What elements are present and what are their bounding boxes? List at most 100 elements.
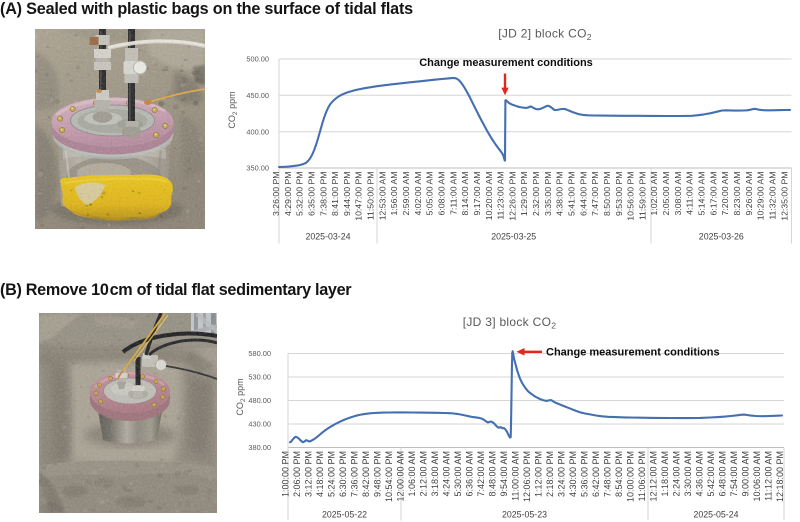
svg-text:2025-05-24: 2025-05-24 (694, 510, 739, 520)
svg-text:6:36:00 AM: 6:36:00 AM (465, 451, 475, 497)
svg-text:6:42:00 PM: 6:42:00 PM (591, 451, 601, 497)
svg-text:8:23:00 AM: 8:23:00 AM (732, 172, 742, 216)
svg-text:10:47:00 PM: 10:47:00 PM (354, 172, 364, 221)
svg-text:7:11:00 AM: 7:11:00 AM (448, 172, 458, 215)
svg-text:4:30:00 PM: 4:30:00 PM (568, 451, 578, 497)
svg-text:7:42:00 AM: 7:42:00 AM (476, 451, 486, 497)
svg-text:12:35:00 PM: 12:35:00 PM (779, 172, 789, 221)
svg-text:2025-03-25: 2025-03-25 (491, 232, 536, 242)
svg-text:9:00:00 AM: 9:00:00 AM (741, 451, 751, 497)
svg-text:450.00: 450.00 (246, 91, 269, 100)
svg-text:Change measurement conditions: Change measurement conditions (419, 57, 593, 69)
svg-text:12:12:00 AM: 12:12:00 AM (649, 451, 659, 502)
svg-text:6:30:00 PM: 6:30:00 PM (338, 451, 348, 497)
svg-text:11:50:00 PM: 11:50:00 PM (366, 172, 376, 221)
svg-text:10:06:00 AM: 10:06:00 AM (752, 451, 762, 502)
svg-text:9:54:00 AM: 9:54:00 AM (499, 451, 509, 497)
svg-text:11:00:00 AM: 11:00:00 AM (511, 451, 521, 501)
svg-text:3:24:00 PM: 3:24:00 PM (557, 451, 567, 497)
svg-text:3:35:00 PM: 3:35:00 PM (543, 172, 553, 216)
svg-text:10:54:00 PM: 10:54:00 PM (384, 451, 394, 502)
svg-text:11:59:00 PM: 11:59:00 PM (637, 172, 647, 221)
svg-text:5:30:00 AM: 5:30:00 AM (453, 451, 463, 497)
svg-text:6:48:00 AM: 6:48:00 AM (718, 451, 728, 497)
svg-text:12:06:00 PM: 12:06:00 PM (522, 451, 532, 502)
svg-text:9:17:00 AM: 9:17:00 AM (472, 172, 482, 216)
svg-text:8:54:00 PM: 8:54:00 PM (614, 451, 624, 497)
svg-text:1:29:00 PM: 1:29:00 PM (519, 172, 529, 216)
svg-text:1:02:00 AM: 1:02:00 AM (649, 172, 659, 216)
svg-text:2:24:00 AM: 2:24:00 AM (672, 451, 682, 497)
svg-text:8:50:00 PM: 8:50:00 PM (602, 172, 612, 216)
svg-text:[JD 3] block CO2: [JD 3] block CO2 (463, 315, 557, 330)
svg-text:CO2 ppm: CO2 ppm (227, 91, 239, 128)
svg-text:6:08:00 AM: 6:08:00 AM (437, 172, 447, 216)
svg-text:2:32:00 PM: 2:32:00 PM (531, 172, 541, 216)
svg-text:2:06:00 PM: 2:06:00 PM (292, 451, 302, 497)
svg-text:[JD 2] block CO2: [JD 2] block CO2 (498, 27, 592, 42)
svg-text:4:36:00 AM: 4:36:00 AM (695, 451, 705, 497)
svg-text:3:30:00 AM: 3:30:00 AM (683, 451, 693, 497)
svg-text:8:48:00 AM: 8:48:00 AM (488, 451, 498, 497)
svg-text:4:02:00 AM: 4:02:00 AM (413, 172, 423, 216)
svg-text:8:14:00 AM: 8:14:00 AM (460, 172, 470, 216)
svg-text:2025-05-22: 2025-05-22 (322, 510, 367, 520)
svg-text:10:29:00 AM: 10:29:00 AM (756, 172, 766, 221)
svg-text:2025-03-24: 2025-03-24 (306, 232, 351, 242)
svg-text:2:59:00 AM: 2:59:00 AM (401, 172, 411, 216)
svg-text:6:44:00 PM: 6:44:00 PM (578, 172, 588, 216)
svg-text:6:17:00 AM: 6:17:00 AM (708, 172, 718, 216)
svg-text:530.00: 530.00 (248, 373, 271, 382)
svg-text:5:36:00 PM: 5:36:00 PM (580, 451, 590, 497)
svg-text:3:08:00 AM: 3:08:00 AM (673, 172, 683, 216)
svg-text:480.00: 480.00 (248, 396, 271, 405)
svg-text:Change measurement conditions: Change measurement conditions (546, 347, 720, 359)
svg-text:10:20:00 AM: 10:20:00 AM (484, 172, 494, 221)
svg-text:1:12:00 PM: 1:12:00 PM (534, 451, 544, 497)
svg-text:4:29:00 PM: 4:29:00 PM (283, 172, 293, 216)
svg-text:5:32:00 PM: 5:32:00 PM (295, 172, 305, 216)
svg-text:2:05:00 AM: 2:05:00 AM (661, 172, 671, 216)
svg-text:1:18:00 AM: 1:18:00 AM (660, 451, 670, 497)
svg-text:CO2 ppm: CO2 ppm (235, 378, 247, 415)
svg-text:500.00: 500.00 (246, 55, 269, 64)
svg-text:5:14:00 AM: 5:14:00 AM (697, 172, 707, 216)
svg-text:4:18:00 PM: 4:18:00 PM (315, 451, 325, 497)
svg-text:7:20:00 AM: 7:20:00 AM (720, 172, 730, 216)
svg-text:5:41:00 PM: 5:41:00 PM (567, 172, 577, 216)
svg-text:7:48:00 PM: 7:48:00 PM (603, 451, 613, 497)
svg-text:3:18:00 AM: 3:18:00 AM (430, 451, 440, 497)
svg-text:7:54:00 AM: 7:54:00 AM (729, 451, 739, 497)
svg-text:9:44:00 PM: 9:44:00 PM (342, 172, 352, 216)
svg-text:2025-03-26: 2025-03-26 (699, 232, 744, 242)
svg-text:2025-05-23: 2025-05-23 (502, 510, 547, 520)
svg-text:4:11:00 AM: 4:11:00 AM (685, 172, 695, 215)
svg-text:9:48:00 PM: 9:48:00 PM (373, 451, 383, 497)
svg-text:350.00: 350.00 (246, 164, 269, 173)
svg-text:2:12:00 AM: 2:12:00 AM (419, 451, 429, 497)
svg-text:5:05:00 AM: 5:05:00 AM (425, 172, 435, 216)
svg-text:7:47:00 PM: 7:47:00 PM (590, 172, 600, 216)
svg-text:10:56:00 PM: 10:56:00 PM (626, 172, 636, 221)
svg-text:7:36:00 PM: 7:36:00 PM (350, 451, 360, 497)
svg-text:10:00:00 PM: 10:00:00 PM (626, 451, 636, 502)
svg-text:9:26:00 AM: 9:26:00 AM (744, 172, 754, 216)
svg-text:9:53:00 PM: 9:53:00 PM (614, 172, 624, 216)
svg-text:12:26:00 PM: 12:26:00 PM (507, 172, 517, 221)
svg-text:8:41:00 PM: 8:41:00 PM (330, 172, 340, 216)
svg-text:3:12:00 PM: 3:12:00 PM (304, 451, 314, 497)
svg-text:12:53:00 AM: 12:53:00 AM (377, 172, 387, 221)
svg-text:1:00:00 PM: 1:00:00 PM (281, 451, 291, 497)
svg-text:7:38:00 PM: 7:38:00 PM (318, 172, 328, 216)
svg-text:2:18:00 PM: 2:18:00 PM (545, 451, 555, 497)
svg-text:12:00:00 AM: 12:00:00 AM (396, 451, 406, 502)
svg-text:580.00: 580.00 (248, 349, 271, 358)
svg-text:11:23:00 AM: 11:23:00 AM (496, 172, 506, 220)
svg-text:5:42:00 AM: 5:42:00 AM (706, 451, 716, 497)
svg-text:12:18:00 PM: 12:18:00 PM (775, 451, 785, 502)
svg-text:4:24:00 AM: 4:24:00 AM (442, 451, 452, 497)
svg-text:5:24:00 PM: 5:24:00 PM (327, 451, 337, 497)
svg-text:3:26:00 PM: 3:26:00 PM (271, 172, 281, 216)
svg-text:8:42:00 PM: 8:42:00 PM (361, 451, 371, 497)
svg-text:11:06:00 PM: 11:06:00 PM (637, 451, 647, 501)
